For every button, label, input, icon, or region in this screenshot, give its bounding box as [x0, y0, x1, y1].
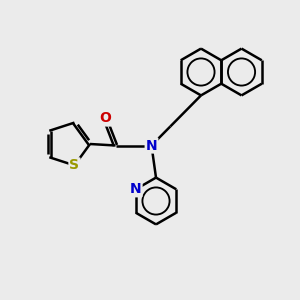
Text: N: N	[130, 182, 142, 196]
Text: O: O	[99, 112, 111, 125]
Text: S: S	[70, 158, 80, 172]
Text: N: N	[146, 139, 157, 152]
